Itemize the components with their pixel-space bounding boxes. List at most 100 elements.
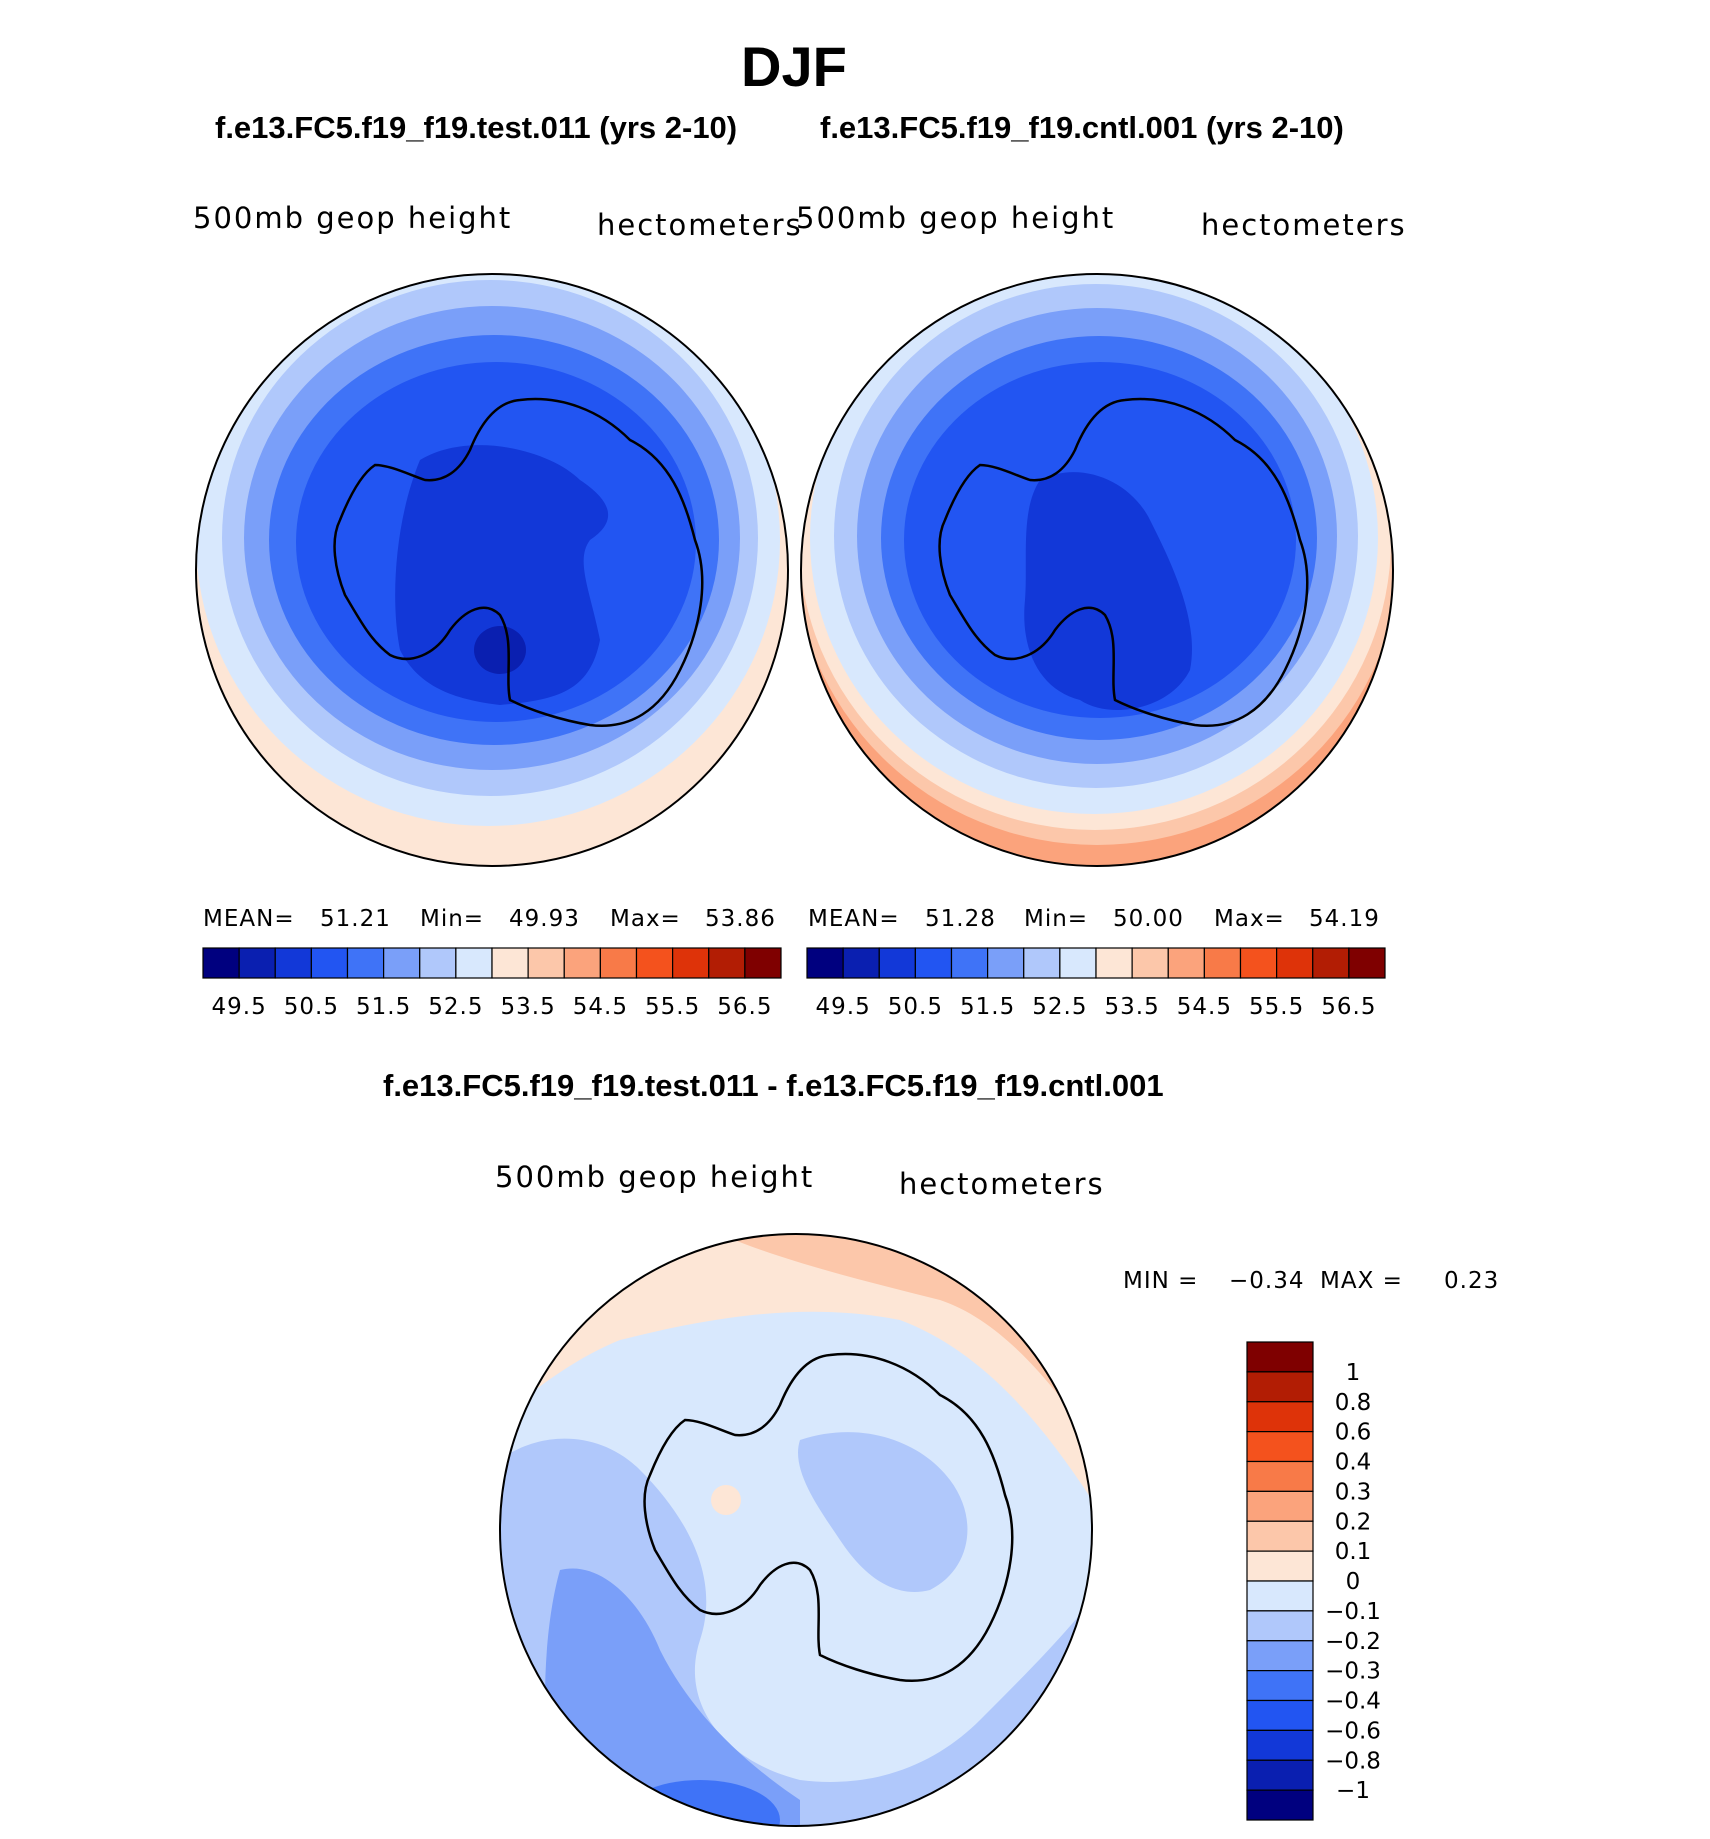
test-mean-value: 51.21 [320, 906, 391, 932]
cntl-colorbar-box [1348, 947, 1386, 979]
diff-colorbar-box [1246, 1520, 1314, 1552]
cntl-colorbar-box [878, 947, 916, 979]
diff-colorbar-box [1246, 1371, 1314, 1403]
cntl-max-label: Max= [1214, 906, 1285, 932]
test-colorbar-box [672, 947, 710, 979]
cntl-colorbar-tick: 52.5 [1032, 994, 1087, 1020]
diff-colorbar-tick: 0 [1346, 1569, 1361, 1595]
test-colorbar-tick: 49.5 [212, 994, 267, 1020]
test-case-title: f.e13.FC5.f19_f19.test.011 (yrs 2-10) [215, 110, 738, 145]
cntl-colorbar-box [1203, 947, 1242, 979]
test-colorbar-box [202, 947, 240, 979]
cntl-colorbar-box [1131, 947, 1169, 979]
test-colorbar-tick: 51.5 [356, 994, 411, 1020]
test-colorbar-tick: 54.5 [573, 994, 628, 1020]
test-mean-label: MEAN= [203, 906, 295, 932]
test-map [195, 273, 789, 867]
diff-colorbar-tick: 0.4 [1335, 1450, 1372, 1476]
cntl-mean-value: 51.28 [925, 906, 996, 932]
cntl-colorbar-box [1312, 947, 1350, 979]
diff-colorbar-box [1246, 1431, 1314, 1463]
cntl-colorbar-box [1276, 947, 1314, 979]
test-colorbar-box [491, 947, 529, 979]
diff-colorbar-tick: 0.6 [1335, 1420, 1372, 1446]
diff-max-label: MAX = [1320, 1268, 1403, 1294]
diff-colorbar-box [1246, 1550, 1314, 1582]
test-max-label: Max= [610, 906, 681, 932]
test-colorbar-box [455, 947, 493, 979]
cntl-colorbar-box [1059, 947, 1097, 979]
diff-max-value: 0.23 [1444, 1268, 1500, 1294]
test-colorbar-box [527, 947, 565, 979]
cntl-colorbar-tick: 56.5 [1321, 994, 1376, 1020]
cntl-colorbar-box [1023, 947, 1061, 979]
test-colorbar-box [419, 947, 457, 979]
test-variable-label: 500mb geop height [193, 201, 513, 235]
diff-units-label: hectometers [899, 1167, 1105, 1201]
diff-colorbar-tick: 0.1 [1335, 1539, 1372, 1565]
diff-case-title: f.e13.FC5.f19_f19.test.011 - f.e13.FC5.f… [383, 1068, 1164, 1103]
diff-variable-label: 500mb geop height [495, 1160, 815, 1194]
diff-colorbar-box [1246, 1490, 1314, 1522]
cntl-colorbar-tick: 49.5 [816, 994, 871, 1020]
test-max-value: 53.86 [705, 906, 776, 932]
cntl-colorbar-box [1167, 947, 1205, 979]
test-units-label: hectometers [597, 208, 803, 242]
diff-colorbar-box [1246, 1460, 1314, 1492]
diff-colorbar: 1 0.8 0.6 0.4 0.3 0.2 0.1 0 −0.1 −0.2 −0.3 −0.4 −0.6… [1246, 1341, 1381, 1821]
diff-colorbar-tick: −0.6 [1325, 1718, 1381, 1744]
cntl-colorbar: 49.5 50.5 51.5 52.5 53.5 54.5 55.5 56.5 [806, 947, 1386, 1020]
diff-colorbar-tick: 0.2 [1335, 1509, 1372, 1535]
diff-colorbar-tick: −0.1 [1325, 1599, 1381, 1625]
diff-colorbar-tick: −0.4 [1325, 1689, 1381, 1715]
diff-min-label: MIN = [1123, 1268, 1199, 1294]
cntl-colorbar-tick: 54.5 [1177, 994, 1232, 1020]
test-min-label: Min= [420, 906, 485, 932]
cntl-colorbar-box [842, 947, 880, 979]
cntl-colorbar-tick: 55.5 [1249, 994, 1304, 1020]
diff-colorbar-box [1246, 1699, 1314, 1731]
test-colorbar-box [744, 947, 782, 979]
diff-colorbar-tick: −0.8 [1325, 1748, 1381, 1774]
test-colorbar-box [599, 947, 638, 979]
test-colorbar-box [310, 947, 349, 979]
test-min-value: 49.93 [509, 906, 580, 932]
cntl-max-value: 54.19 [1309, 906, 1380, 932]
cntl-colorbar-box [806, 947, 844, 979]
cntl-min-value: 50.00 [1113, 906, 1184, 932]
diff-colorbar-tick: 0.8 [1335, 1390, 1372, 1416]
cntl-mean-label: MEAN= [808, 906, 900, 932]
test-colorbar-box [635, 947, 674, 979]
diff-colorbar-box [1246, 1610, 1314, 1642]
cntl-map [800, 273, 1394, 867]
cntl-colorbar-tick: 53.5 [1105, 994, 1160, 1020]
diff-colorbar-box [1246, 1789, 1314, 1821]
cntl-colorbar-box [987, 947, 1025, 979]
test-colorbar-tick: 55.5 [645, 994, 700, 1020]
test-colorbar-tick: 53.5 [501, 994, 556, 1020]
cntl-case-title: f.e13.FC5.f19_f19.cntl.001 (yrs 2-10) [820, 110, 1344, 145]
test-colorbar-box [238, 947, 276, 979]
test-colorbar-box [708, 947, 746, 979]
diff-colorbar-tick: −1 [1336, 1778, 1370, 1804]
test-colorbar-box [563, 947, 601, 979]
cntl-colorbar-box [914, 947, 953, 979]
cntl-min-label: Min= [1024, 906, 1089, 932]
diff-map [499, 1233, 1093, 1827]
cntl-colorbar-box [950, 947, 989, 979]
cntl-colorbar-tick: 51.5 [960, 994, 1015, 1020]
test-colorbar-tick: 52.5 [428, 994, 483, 1020]
diff-colorbar-box [1246, 1401, 1314, 1433]
page-title: DJF [741, 35, 847, 98]
cntl-variable-label: 500mb geop height [796, 201, 1116, 235]
cntl-units-label: hectometers [1201, 208, 1407, 242]
cntl-colorbar-box [1239, 947, 1278, 979]
diff-colorbar-box [1246, 1580, 1314, 1612]
diff-colorbar-tick: −0.2 [1325, 1629, 1381, 1655]
cntl-colorbar-box [1095, 947, 1133, 979]
diff-colorbar-box [1246, 1729, 1314, 1761]
test-colorbar-box [346, 947, 385, 979]
test-colorbar-tick: 50.5 [284, 994, 339, 1020]
test-colorbar-box [383, 947, 421, 979]
